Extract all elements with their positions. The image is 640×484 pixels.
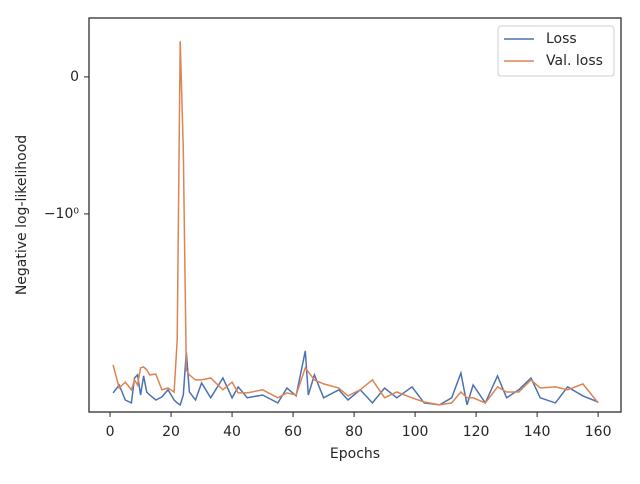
legend-label: Val. loss	[546, 53, 603, 69]
x-tick-label: 60	[284, 424, 302, 440]
legend-label: Loss	[546, 31, 577, 47]
x-tick-label: 100	[402, 424, 429, 440]
x-tick-label: 120	[463, 424, 490, 440]
x-tick-label: 40	[223, 424, 241, 440]
y-tick-label: −10⁰	[44, 206, 80, 222]
x-tick-label: 160	[585, 424, 612, 440]
line-series	[112, 41, 599, 406]
y-tick-label: 0	[70, 69, 79, 85]
line-series	[112, 350, 599, 407]
axes-frame	[88, 17, 622, 413]
x-axis-label: Epochs	[330, 446, 380, 462]
x-tick-label: 0	[106, 424, 115, 440]
x-tick-label: 140	[524, 424, 551, 440]
x-tick-label: 80	[345, 424, 363, 440]
x-tick-label: 20	[162, 424, 180, 440]
y-axis-label: Negative log-likelihood	[14, 135, 30, 295]
